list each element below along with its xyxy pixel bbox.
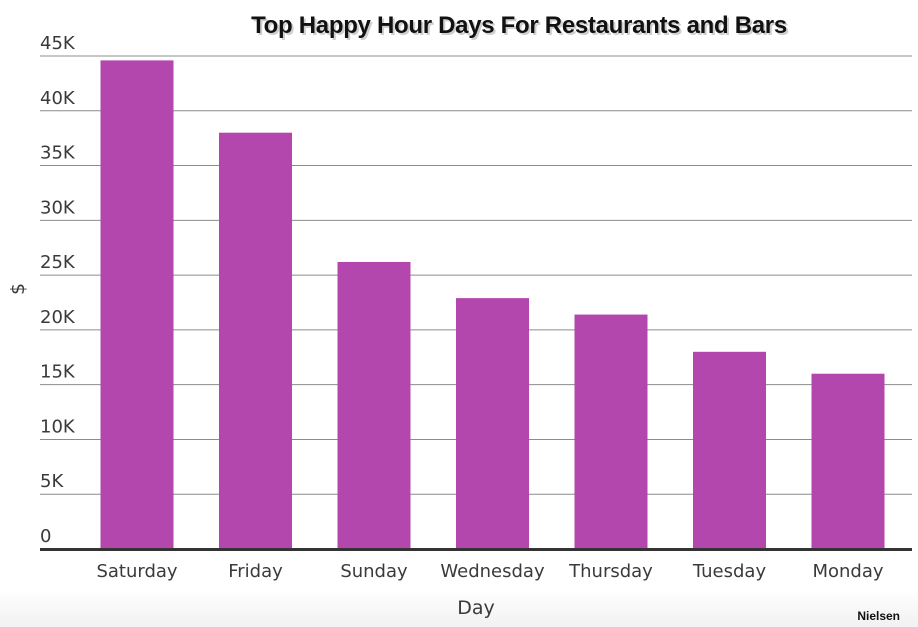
bars	[100, 60, 885, 549]
chart-title-shadow: Top Happy Hour Days For Restaurants and …	[253, 14, 789, 41]
y-tick-label: 25K	[40, 252, 76, 273]
x-tick-label: Tuesday	[692, 561, 767, 582]
y-tick-label: 5K	[40, 471, 64, 492]
bar	[574, 314, 648, 549]
bar	[337, 261, 411, 549]
bar	[811, 373, 885, 549]
y-axis-title: $	[7, 283, 29, 295]
x-tick-label: Sunday	[340, 561, 408, 582]
source-label: Nielsen	[857, 609, 900, 623]
bar	[693, 351, 766, 549]
chart-title: Top Happy Hour Days For Restaurants and …	[251, 12, 787, 39]
x-tick-label: Friday	[228, 561, 283, 582]
y-tick-label: 20K	[40, 307, 76, 328]
y-tick-label: 10K	[40, 416, 76, 437]
axes: 0 5K 10K 15K 20K 25K 30K 35K 40K 45K Saturday Frida…	[40, 33, 912, 582]
y-tick-label: 40K	[40, 88, 76, 109]
x-tick-label: Thursday	[568, 561, 653, 582]
x-axis-title: Day	[457, 597, 495, 619]
y-tick-label: 30K	[40, 197, 76, 218]
y-tick-label: 0	[40, 526, 51, 547]
bar	[219, 132, 292, 549]
footer-band	[0, 590, 918, 627]
y-tick-label: 15K	[40, 362, 76, 383]
bar	[100, 60, 174, 549]
x-tick-label: Monday	[812, 561, 883, 582]
x-tick-label: Saturday	[96, 561, 177, 582]
y-tick-label: 35K	[40, 143, 76, 164]
y-tick-label: 45K	[40, 33, 76, 54]
x-tick-label: Wednesday	[440, 561, 545, 582]
bar	[456, 298, 529, 549]
